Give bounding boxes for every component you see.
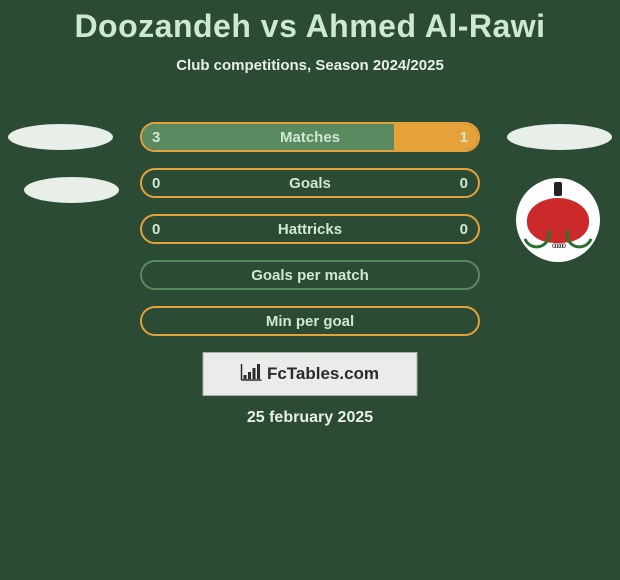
watermark: FcTables.com (203, 352, 418, 396)
badge-rings-icon: ooooo (552, 241, 564, 250)
stat-row: 00Hattricks (140, 214, 480, 244)
player-right-avatar-placeholder (507, 124, 612, 150)
stat-label: Goals per match (142, 267, 478, 284)
chart-bar-icon (241, 363, 263, 386)
stat-row: Goals per match (140, 260, 480, 290)
comparison-bars: 31Matches 00Goals 00Hattricks Goals per mat… (140, 122, 480, 352)
stat-row: 31Matches (140, 122, 480, 152)
player-right-club-badge: ooooo (516, 178, 600, 262)
player-left-avatar-placeholder-1 (8, 124, 113, 150)
stat-label: Matches (142, 129, 478, 146)
stat-row: 00Goals (140, 168, 480, 198)
page-subtitle: Club competitions, Season 2024/2025 (0, 57, 620, 74)
page-title: Doozandeh vs Ahmed Al-Rawi (0, 0, 620, 45)
stat-label: Min per goal (142, 313, 478, 330)
badge-torch-icon (554, 182, 562, 196)
player-left-avatar-placeholder-2 (24, 177, 119, 203)
watermark-text: FcTables.com (267, 364, 379, 384)
stat-row: Min per goal (140, 306, 480, 336)
date-label: 25 february 2025 (0, 409, 620, 427)
stat-label: Goals (142, 175, 478, 192)
stat-label: Hattricks (142, 221, 478, 238)
